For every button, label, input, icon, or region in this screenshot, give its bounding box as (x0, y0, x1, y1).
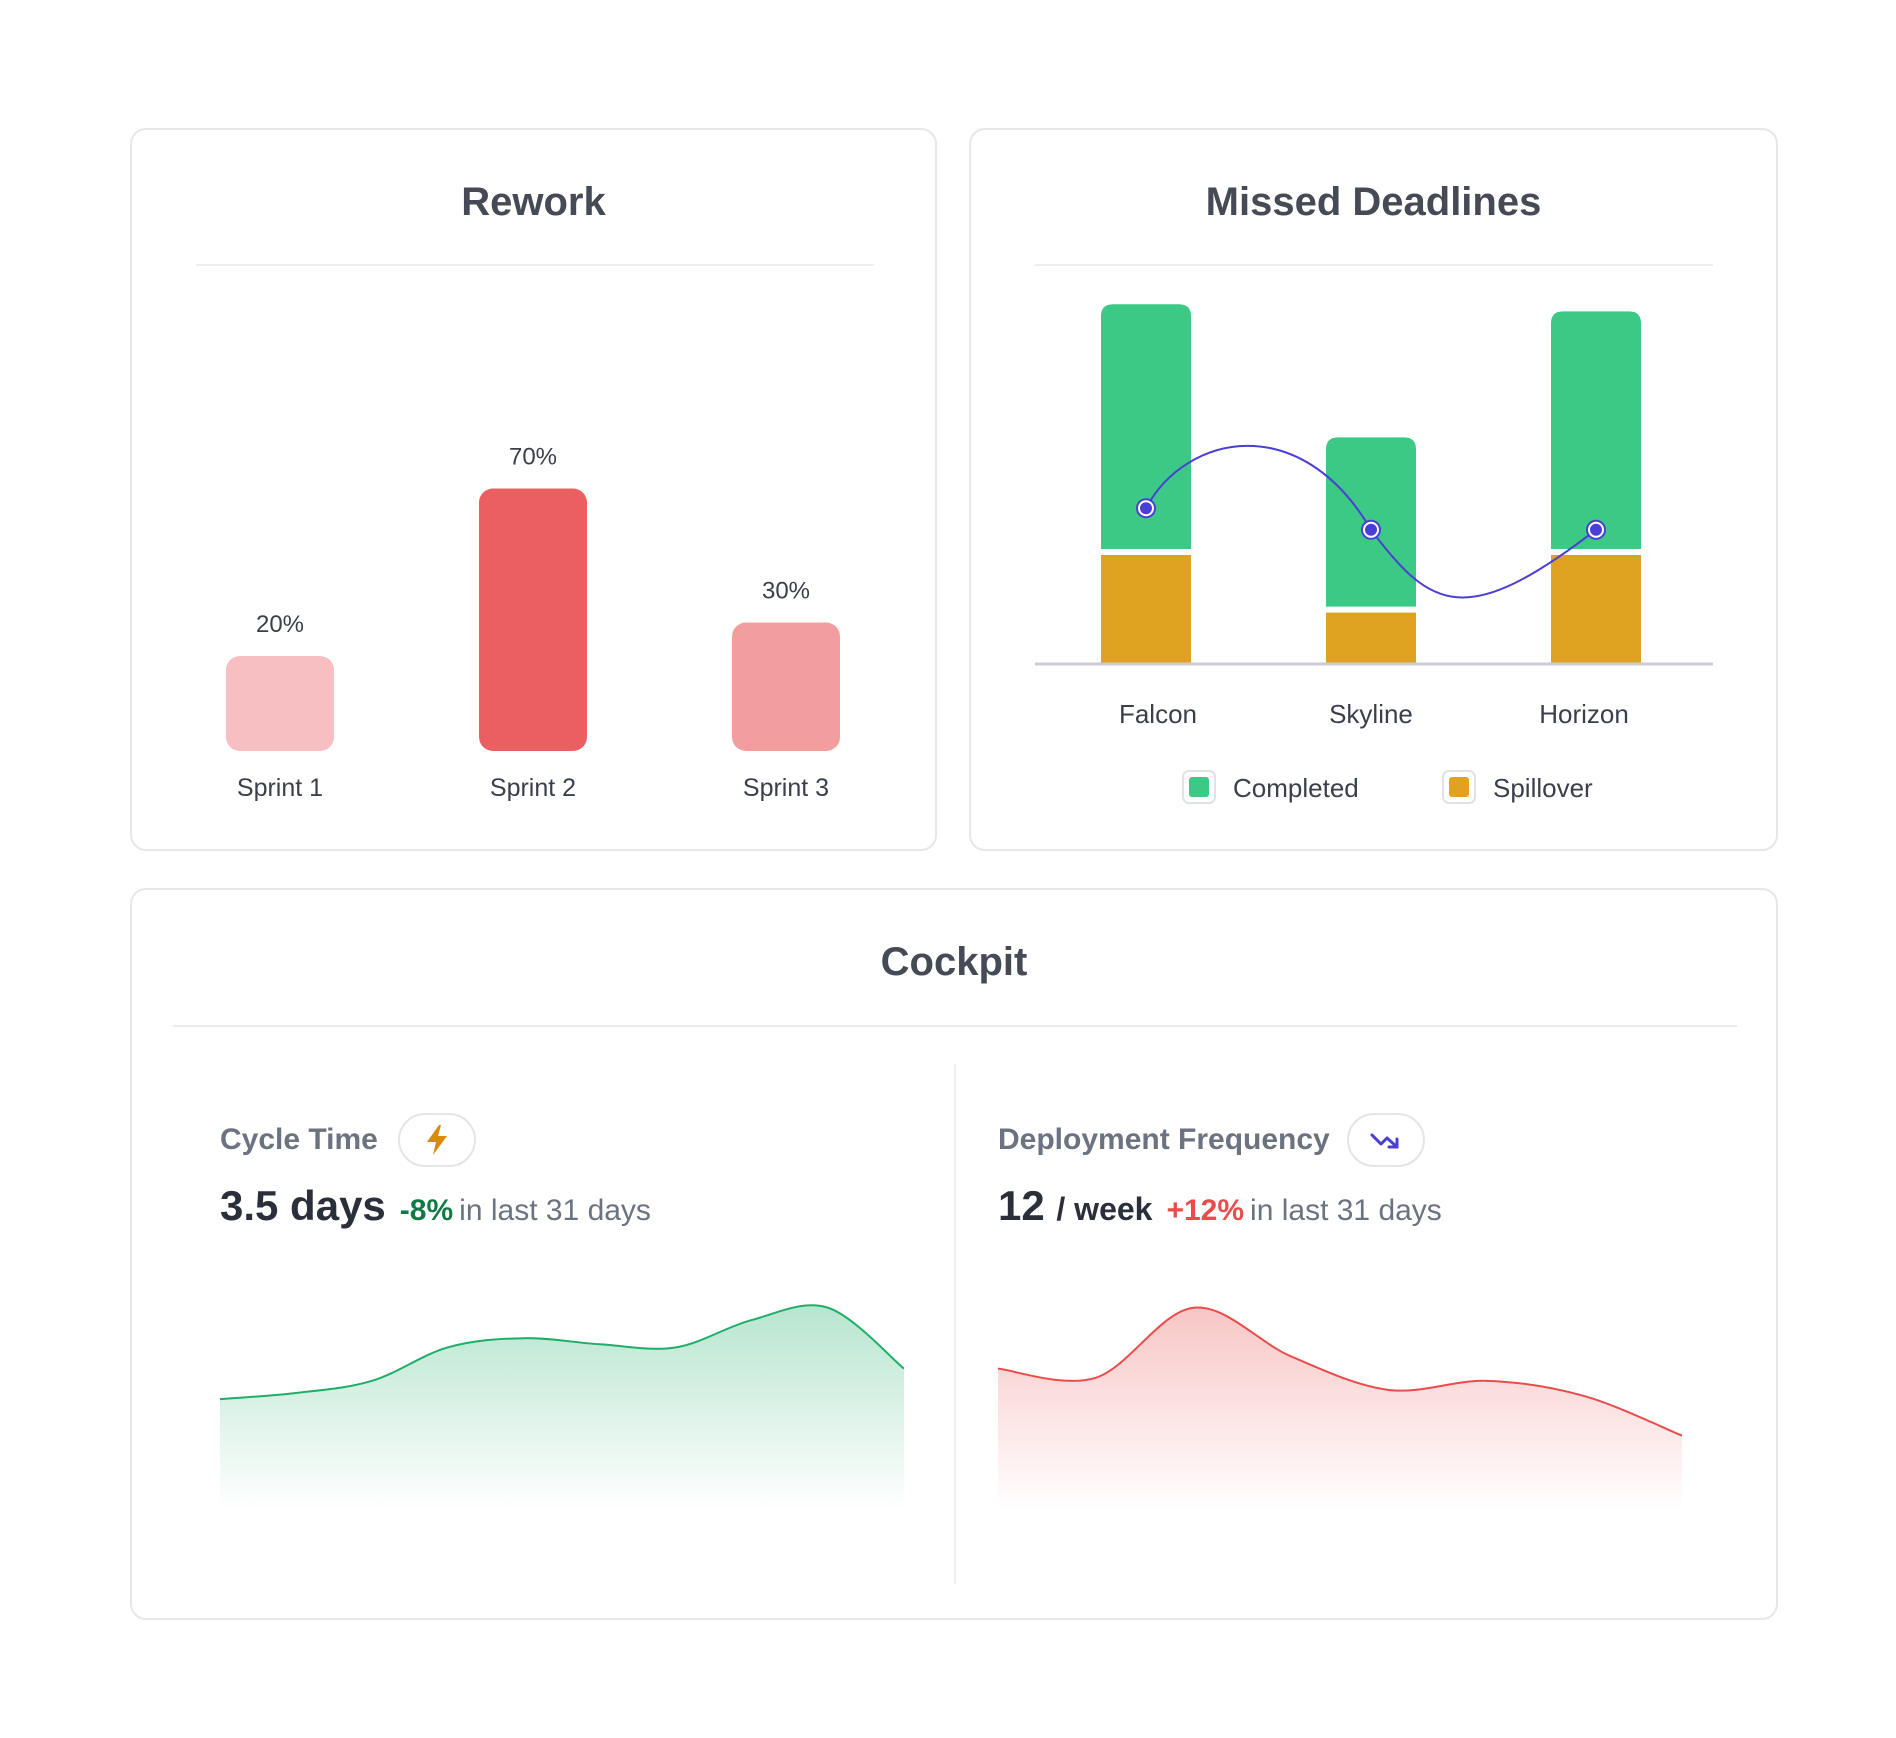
trend-point-dot-1 (1140, 502, 1152, 515)
category-label-falcon: Falcon (1119, 699, 1197, 729)
rework-category-label-3: Sprint 3 (743, 774, 829, 802)
trend-point-dot-2 (1365, 523, 1377, 536)
lightning-icon (427, 1125, 447, 1155)
deployment-frequency-delta-text: in last 31 days (1250, 1194, 1442, 1227)
deployment-frequency-area (998, 1307, 1682, 1510)
category-label-horizon: Horizon (1539, 699, 1629, 729)
cockpit-title: Cockpit (880, 940, 1028, 984)
deployment-frequency-sparkline (998, 1306, 1682, 1510)
legend-label-completed: Completed (1233, 773, 1359, 803)
cockpit-divider (173, 1025, 1737, 1027)
rework-bar-2 (479, 488, 587, 751)
rework-card: Rework 20% Sprint 1 70% Sprint 2 30% Sprint 3 (130, 128, 937, 851)
rework-bar-3 (732, 622, 840, 751)
cycle-time-value: 3.5 days (220, 1182, 386, 1229)
deployment-frequency-delta: +12% (1166, 1194, 1245, 1227)
trend-down-icon (1370, 1133, 1399, 1149)
rework-title: Rework (461, 180, 606, 224)
rework-category-label-1: Sprint 1 (237, 774, 323, 802)
cycle-time-icon-pill[interactable] (398, 1113, 476, 1167)
category-label-skyline: Skyline (1329, 699, 1413, 729)
cycle-time-value-row: 3.5 days -8% in last 31 days (220, 1182, 651, 1230)
deployment-frequency-value: 12 (998, 1182, 1045, 1229)
cockpit-card: Cockpit Cycle Time 3.5 days -8% in last 31… (130, 888, 1778, 1620)
legend-label-spillover: Spillover (1493, 773, 1593, 803)
cycle-time-line (220, 1304, 904, 1401)
rework-chart: 20% Sprint 1 70% Sprint 2 30% Sprint 3 (226, 444, 840, 802)
cockpit-separator (954, 1064, 956, 1584)
completed-bar-falcon (1101, 304, 1191, 549)
cycle-time-sparkline (220, 1304, 904, 1510)
deployment-frequency-value-row: 12 / week +12% in last 31 days (998, 1182, 1442, 1230)
spillover-bar-skyline (1326, 612, 1416, 663)
cycle-time-area (220, 1305, 904, 1510)
rework-divider (196, 264, 874, 266)
cycle-time-label: Cycle Time (220, 1123, 378, 1156)
missed-deadlines-card: Missed Deadlines Falcon Skyline Horizon Com… (969, 128, 1778, 851)
deployment-frequency-line (998, 1306, 1682, 1437)
missed-deadlines-title: Missed Deadlines (1205, 180, 1542, 224)
missed-deadlines-chart: Falcon Skyline Horizon Completed Spillover (1035, 304, 1713, 804)
spillover-bar-falcon (1101, 555, 1191, 663)
legend-swatch-spillover (1449, 777, 1469, 797)
cycle-time-delta: -8% (399, 1194, 454, 1227)
rework-value-label-1: 20% (256, 611, 304, 638)
rework-value-label-2: 70% (509, 444, 557, 471)
trend-point-dot-3 (1590, 523, 1602, 536)
spillover-bar-horizon (1551, 555, 1641, 663)
rework-category-label-2: Sprint 2 (490, 774, 576, 802)
deployment-frequency-unit: / week (1056, 1191, 1153, 1227)
deployment-frequency-icon-pill[interactable] (1347, 1113, 1425, 1167)
deployment-frequency-label: Deployment Frequency (998, 1123, 1330, 1156)
cycle-time-delta-text: in last 31 days (459, 1194, 651, 1227)
rework-value-label-3: 30% (762, 578, 810, 605)
rework-bar-1 (226, 656, 334, 751)
missed-deadlines-divider (1035, 264, 1713, 266)
legend-swatch-completed (1189, 777, 1209, 797)
completed-bar-horizon (1551, 311, 1641, 549)
